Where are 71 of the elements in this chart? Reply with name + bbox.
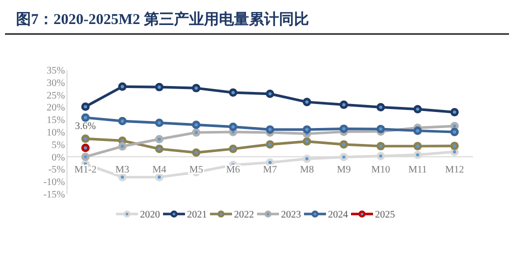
legend-label: 2024 [328, 210, 348, 220]
point [376, 103, 385, 112]
y-tick-label: 0% [52, 152, 65, 164]
point [413, 104, 422, 114]
point [302, 98, 312, 106]
x-tick-label: M4 [152, 164, 166, 176]
data-label: 3.6% [75, 120, 96, 132]
point [228, 144, 238, 154]
point [340, 124, 348, 133]
point [376, 142, 385, 150]
point [302, 137, 312, 146]
point [192, 84, 200, 92]
point [192, 120, 200, 129]
point [266, 140, 274, 149]
point [376, 152, 385, 160]
point [450, 108, 459, 116]
point [155, 118, 164, 128]
point [81, 152, 90, 161]
point [228, 122, 238, 131]
legend-label: 2021 [187, 210, 207, 220]
y-tick-label: -5% [48, 164, 65, 176]
point [155, 144, 164, 154]
y-tick-label: 5% [52, 140, 65, 151]
point [192, 148, 200, 157]
x-tick-label: M7 [263, 164, 277, 176]
y-tick-label: 10% [46, 128, 65, 138]
y-tick-label: 35% [46, 66, 65, 76]
legend-label: 2025 [375, 210, 395, 220]
point [266, 90, 274, 98]
x-tick-label: M1-2 [74, 164, 97, 176]
x-tick-label: M9 [336, 164, 351, 176]
point [192, 128, 200, 137]
point [340, 152, 348, 162]
point [413, 150, 422, 160]
legend-label: 2023 [281, 210, 301, 220]
point [376, 124, 385, 134]
point [155, 82, 164, 92]
y-tick-label: 25% [46, 90, 65, 102]
y-tick-label: -10% [43, 177, 65, 188]
point [118, 82, 127, 91]
x-tick-label: M10 [371, 164, 390, 176]
legend-label: 2022 [234, 210, 254, 220]
point [302, 125, 312, 134]
point [155, 135, 164, 144]
x-tick-label: M5 [189, 164, 204, 176]
x-tick-label: M3 [115, 164, 130, 176]
point [266, 125, 274, 134]
x-tick-label: M6 [226, 164, 240, 176]
point [81, 102, 90, 111]
y-tick-label: -15% [43, 190, 65, 200]
y-tick-label: 30% [46, 78, 65, 89]
point [413, 126, 422, 135]
legend-label: 2020 [140, 210, 160, 220]
point [302, 154, 312, 163]
point [450, 128, 459, 136]
x-tick-label: M8 [300, 164, 314, 176]
point [413, 142, 422, 150]
point [340, 140, 348, 149]
point [81, 134, 90, 143]
point [118, 116, 127, 126]
y-tick-label: 15% [46, 115, 65, 126]
point [340, 100, 348, 109]
x-tick-label: M12 [445, 164, 464, 176]
point [81, 113, 90, 122]
point [228, 88, 238, 97]
x-tick-label: M11 [408, 164, 427, 176]
point [81, 144, 90, 152]
y-tick-label: 20% [46, 102, 65, 114]
point [450, 142, 459, 150]
point [118, 142, 127, 151]
chart-title: 图7：2020-2025M2 第三产业用电量累计同比 [16, 11, 309, 28]
